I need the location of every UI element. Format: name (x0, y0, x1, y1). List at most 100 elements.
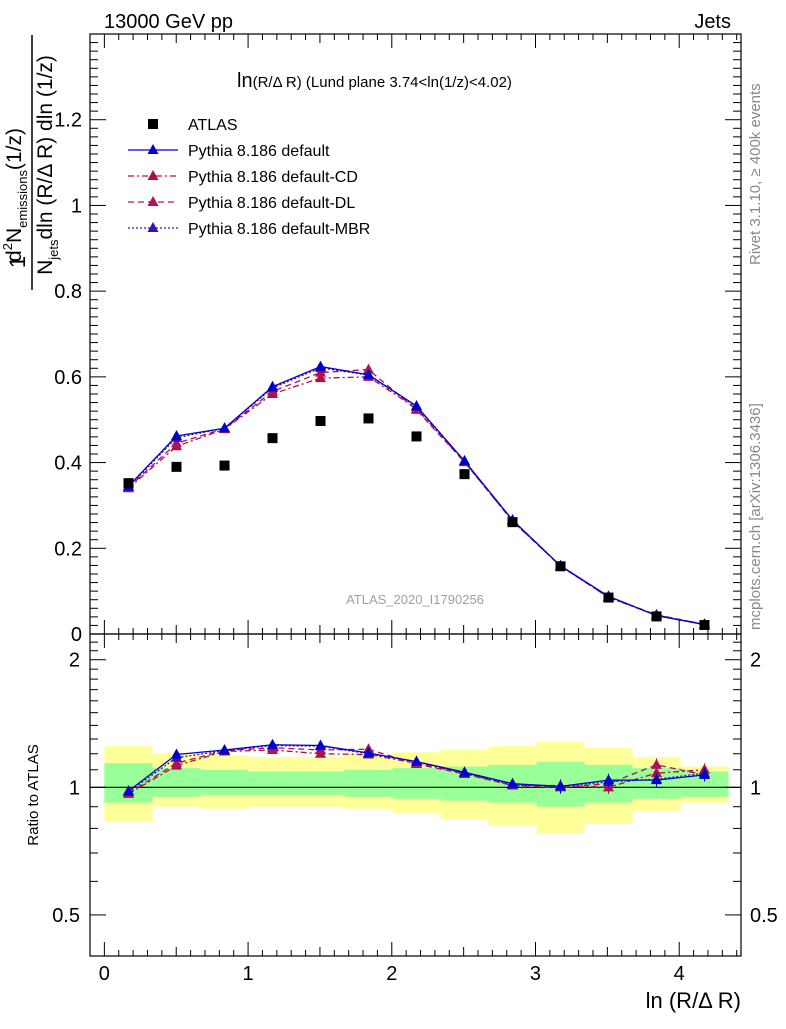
atlas-point-9 (507, 517, 518, 528)
legend-label-dl: Pythia 8.186 default-DL (188, 195, 355, 212)
ratio-marker-dl-12 (650, 758, 662, 769)
ratio-marker-default-1 (123, 785, 135, 796)
legend-label-default: Pythia 8.186 default (188, 143, 330, 160)
atlas-point-3 (219, 460, 230, 471)
energy-label: 13000 GeV pp (104, 11, 233, 33)
ratio-uncertainty-bands (90, 741, 741, 834)
ratio-marker-default-5 (315, 739, 327, 750)
band-inner-2 (152, 768, 201, 797)
atlas-point-1 (123, 478, 134, 489)
rtick-label-right-2: 2 (750, 650, 761, 672)
legend-marker-default (147, 144, 159, 154)
ytick-label-top-0.8: 0.8 (54, 281, 82, 303)
rtick-label-left-0.5: 0.5 (52, 905, 80, 927)
atlas-data-points (123, 413, 710, 630)
ylabel-num-exp: 2 (0, 243, 15, 250)
ylabel-den-sub: jets (46, 239, 61, 261)
plot-title-ln: ln (237, 70, 253, 92)
marker-default-6 (363, 368, 375, 379)
xtick-label-1: 1 (243, 963, 254, 985)
ylabel-den-rest: dln (R/Δ R) dln (1/z) (34, 55, 57, 239)
ratio-marker-dl-2 (171, 757, 183, 768)
ratio-marker-cd-12 (650, 767, 662, 778)
ratio-marker-default-4 (267, 738, 279, 749)
ytick-label-top-0.6: 0.6 (54, 367, 82, 389)
atlas-point-4 (267, 433, 278, 444)
legend-marker-dl (147, 196, 159, 206)
axis-ticks: 0 1 2 3 4 0 0.2 0.4 0.6 0.8 1 1.2 0.5 0.5 1 1 2 2 (52, 33, 778, 985)
rtick-label-left-2: 2 (69, 650, 80, 672)
ratio-marker-default-12 (650, 774, 662, 785)
ylabel-den-N: N (34, 260, 57, 275)
band-inner-5 (296, 771, 345, 795)
ylabel-num-N: N (3, 228, 26, 243)
ratio-marker-default-7 (411, 755, 423, 766)
atlas-point-6 (363, 413, 374, 424)
ratio-marker-default-11 (603, 774, 615, 785)
atlas-point-8 (459, 469, 470, 480)
rtick-label-left-1: 1 (69, 777, 80, 799)
rtick-label-right-1: 1 (750, 777, 761, 799)
band-inner-7 (392, 768, 441, 799)
marker-cd-5 (315, 372, 327, 383)
band-inner-6 (344, 769, 393, 797)
atlas-point-2 (171, 461, 182, 472)
legend-marker-atlas (148, 119, 158, 129)
ytick-label-top-0: 0 (71, 624, 82, 646)
legend-label-data: ATLAS (188, 117, 238, 134)
marker-dl-6 (363, 363, 375, 374)
ratio-marker-default-3 (219, 743, 231, 754)
atlas-point-7 (411, 431, 422, 442)
ratio-panel-frame (89, 633, 742, 957)
ylabel-numerator: d2Nemissions(1/z) (0, 128, 30, 262)
plot-title-rest: (R/Δ R) (Lund plane 3.74<ln(1/z)<4.02) (253, 74, 512, 91)
x-axis-label: ln (R/Δ R) (646, 988, 741, 1013)
legend: ATLAS Pythia 8.186 default Pythia 8.186 de… (128, 117, 370, 238)
ratio-marker-default-6 (363, 746, 375, 757)
plot-title: ln(R/Δ R) (Lund plane 3.74<ln(1/z)<4.02) (237, 70, 512, 92)
rtick-label-right-0.5: 0.5 (750, 905, 778, 927)
ylabel-num-sub: emissions (15, 170, 30, 228)
y-axis-label-top: 1 d2Nemissions(1/z) Njetsdln (R/Δ R) dln… (0, 35, 61, 290)
atlas-point-13 (699, 620, 710, 630)
xtick-label-3: 3 (530, 963, 541, 985)
ytick-label-top-0.2: 0.2 (54, 538, 82, 560)
marker-dl-2 (171, 437, 183, 448)
marker-default-7 (411, 400, 423, 410)
band-inner-3 (200, 769, 249, 795)
marker-default-3 (219, 422, 231, 433)
mcplots-label: mcplots.cern.ch [arXiv:1306.3436] (747, 403, 764, 630)
ratio-marker-default-9 (507, 777, 519, 788)
y-axis-label-ratio: Ratio to ATLAS (25, 744, 42, 845)
atlas-point-11 (603, 592, 614, 603)
ylabel-one: 1 (5, 256, 30, 268)
jets-label: Jets (694, 11, 731, 33)
ylabel-num-unit: (1/z) (3, 128, 26, 170)
ytick-label-top-1.2: 1.2 (54, 110, 82, 132)
ratio-marker-default-2 (171, 748, 183, 759)
ytick-label-top-1: 1 (71, 195, 82, 217)
xtick-label-0: 0 (99, 963, 110, 985)
legend-label-mbr: Pythia 8.186 default-MBR (188, 221, 370, 238)
marker-default-8 (459, 454, 471, 465)
ratio-marker-default-8 (459, 766, 471, 777)
atlas-point-5 (315, 416, 326, 426)
xtick-label-2: 2 (386, 963, 397, 985)
marker-default-4 (267, 380, 279, 391)
xtick-label-4: 4 (674, 963, 685, 985)
marker-default-2 (171, 430, 183, 440)
analysis-watermark: ATLAS_2020_I1790256 (346, 592, 484, 607)
legend-label-cd: Pythia 8.186 default-CD (188, 169, 358, 186)
ratio-marker-default-10 (555, 780, 567, 791)
ratio-marker-default-13 (698, 768, 710, 779)
legend-marker-mbr (147, 222, 159, 232)
atlas-point-10 (555, 561, 566, 572)
ylabel-denominator: Njetsdln (R/Δ R) dln (1/z) (34, 55, 61, 275)
band-inner-4 (248, 771, 297, 795)
legend-marker-cd (147, 170, 159, 180)
atlas-point-12 (651, 611, 662, 622)
ylabel-num-d: d (3, 250, 26, 262)
marker-default-5 (315, 360, 327, 371)
ytick-label-top-0.4: 0.4 (54, 453, 82, 475)
